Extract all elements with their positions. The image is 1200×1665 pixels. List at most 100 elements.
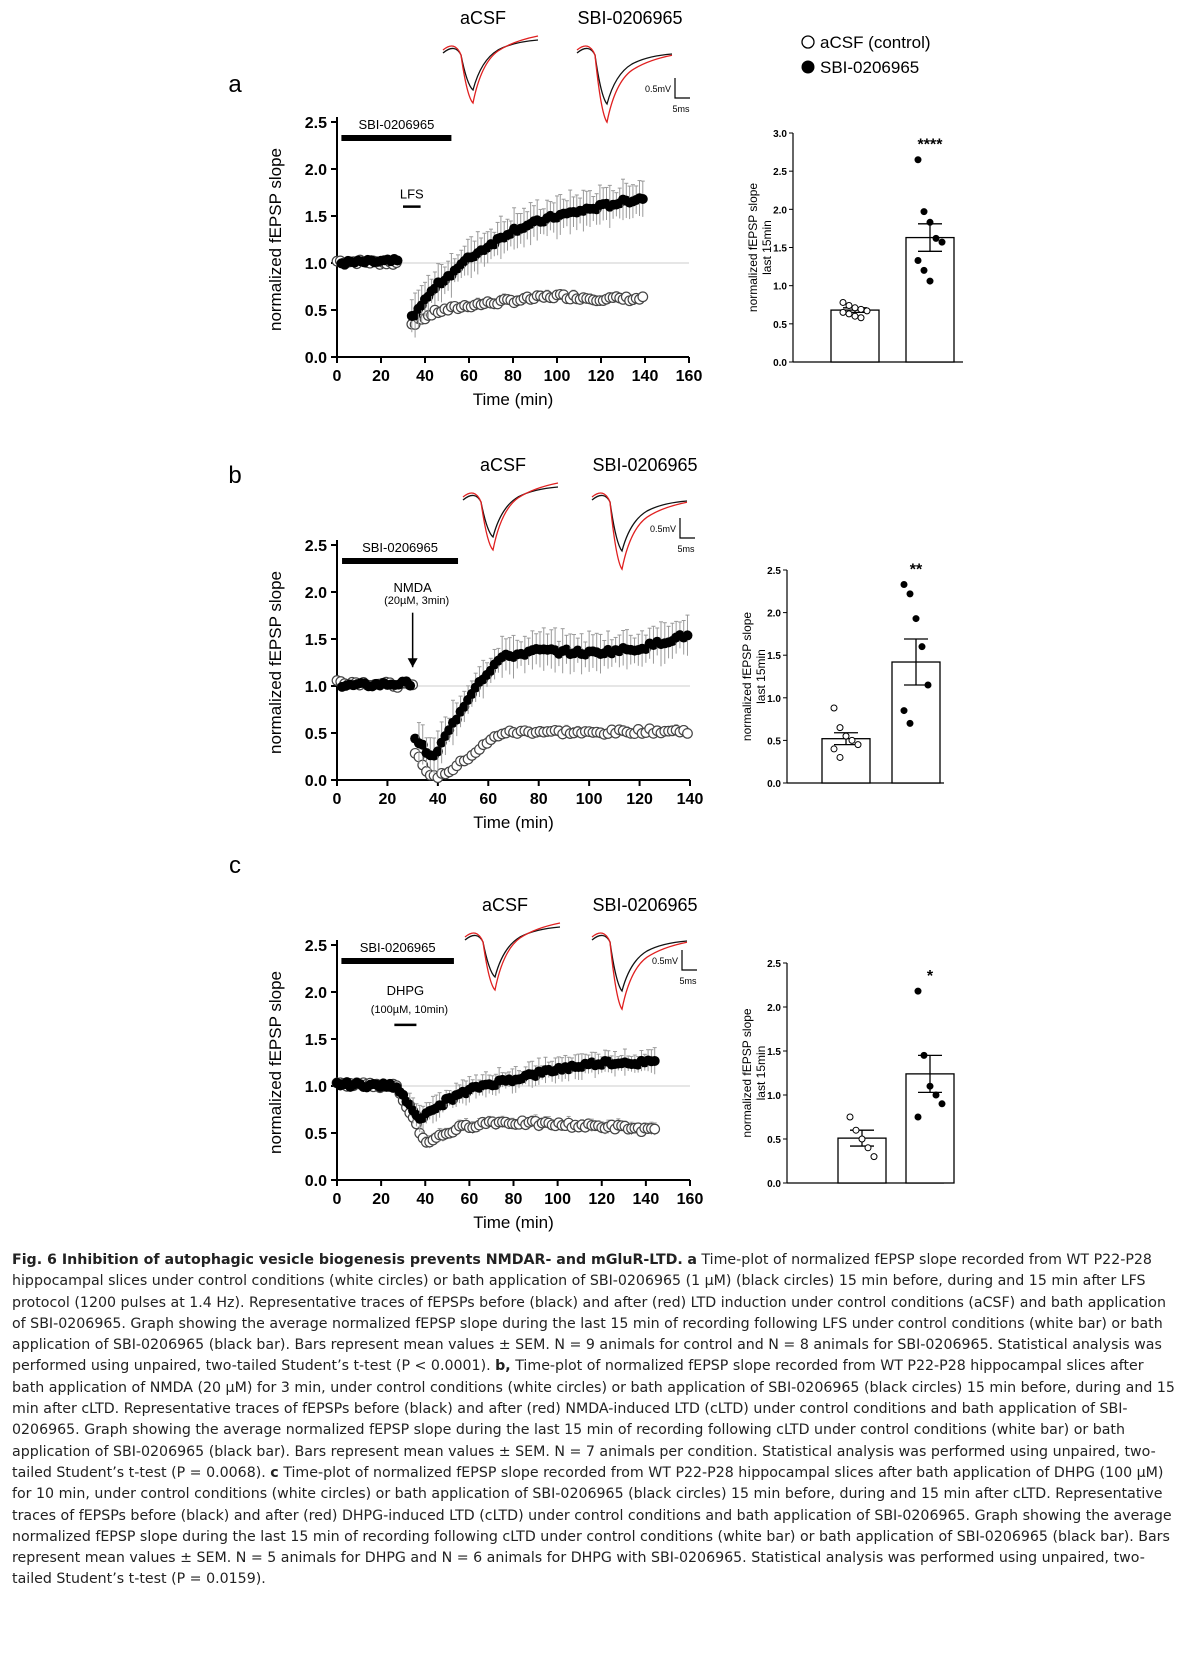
- bar-y-tick-label: 0.5: [767, 736, 781, 747]
- bar-point-drug: [915, 988, 921, 994]
- significance-stars: **: [910, 561, 923, 578]
- bar-point-control: [858, 306, 864, 312]
- x-tick-label: 40: [416, 368, 434, 385]
- bar-y-tick-label: 1.5: [767, 651, 781, 662]
- bar-point-drug: [907, 591, 913, 597]
- data-point-drug: [393, 256, 403, 266]
- bar-point-control: [871, 1154, 877, 1160]
- bar-point-drug: [915, 1114, 921, 1120]
- bar-point-control: [846, 303, 852, 309]
- figure: aCSF (control) SBI-0206965 a 0.0 0.5 1.0 1.5 2.…: [0, 0, 1200, 1245]
- bar-y-tick-label: 2.0: [767, 609, 781, 620]
- x-tick-label: 80: [505, 1191, 523, 1208]
- bar-point-control: [843, 733, 849, 739]
- bar-control: [822, 739, 870, 783]
- x-tick-label: 40: [429, 791, 447, 808]
- bar-point-control: [840, 309, 846, 315]
- y-tick-label: 0.0: [305, 350, 327, 367]
- x-tick-label: 120: [626, 791, 653, 808]
- bar-point-drug: [921, 1052, 927, 1058]
- caption-a-label: a: [687, 1252, 697, 1268]
- bar-point-drug: [915, 157, 921, 163]
- bar-y-tick-label: 1.5: [773, 244, 787, 255]
- x-tick-label: 140: [632, 368, 659, 385]
- y-tick-label: 0.0: [305, 1173, 327, 1190]
- bar-y-label-line2: last 15min: [754, 1046, 768, 1101]
- drug-application-bar: [341, 135, 451, 141]
- y-tick-label: 2.0: [305, 585, 327, 602]
- drug-application-bar: [341, 958, 454, 964]
- bar-y-tick-label: 0.5: [767, 1135, 781, 1146]
- bar-point-control: [840, 299, 846, 305]
- y-tick-label: 0.5: [305, 1126, 327, 1143]
- scale-bar: [675, 78, 690, 98]
- data-point-control: [650, 1124, 660, 1134]
- bar-y-tick-label: 0.0: [767, 1179, 781, 1190]
- bar-y-tick-label: 2.0: [773, 205, 787, 216]
- scale-bar-voltage: 0.5mV: [645, 84, 671, 94]
- data-point-control: [638, 292, 648, 302]
- bar-y-label-line1: normalized fEPSP slope: [740, 612, 754, 742]
- drug-bar-label: SBI-0206965: [362, 540, 438, 555]
- bar-point-drug: [927, 219, 933, 225]
- x-tick-label: 20: [372, 1191, 390, 1208]
- y-axis-label: normalized fEPSP slope: [266, 148, 285, 331]
- bar-point-control: [852, 313, 858, 319]
- x-tick-label: 120: [588, 368, 615, 385]
- y-tick-label: 0.0: [305, 773, 327, 790]
- data-point-drug: [682, 630, 692, 640]
- induction-label: NMDA: [394, 580, 433, 595]
- trace-before: [463, 487, 558, 537]
- bar-point-drug: [927, 1083, 933, 1089]
- x-tick-label: 140: [677, 791, 704, 808]
- bar-y-tick-label: 3.0: [773, 129, 787, 140]
- trace-label: SBI-0206965: [577, 8, 682, 28]
- bar-point-control: [865, 1145, 871, 1151]
- bar-point-control: [858, 315, 864, 321]
- y-tick-label: 1.5: [305, 632, 327, 649]
- trace-label: aCSF: [460, 8, 506, 28]
- bar-y-label-line2: last 15min: [760, 220, 774, 275]
- bar-y-tick-label: 1.0: [773, 282, 787, 293]
- bar-point-control: [853, 1127, 859, 1133]
- y-tick-label: 2.0: [305, 162, 327, 179]
- x-tick-label: 100: [544, 368, 571, 385]
- caption-c-label: c: [270, 1465, 278, 1481]
- caption-title: Fig. 6 Inhibition of autophagic vesicle …: [12, 1252, 683, 1268]
- bar-drug: [906, 238, 954, 362]
- bar-point-drug: [925, 682, 931, 688]
- x-tick-label: 0: [333, 368, 342, 385]
- bar-y-label-line2: last 15min: [754, 649, 768, 704]
- legend-label-control: aCSF (control): [820, 33, 931, 52]
- data-point-drug: [650, 1056, 660, 1066]
- y-tick-label: 1.0: [305, 1079, 327, 1096]
- induction-label: LFS: [400, 187, 424, 202]
- bar-point-drug: [921, 209, 927, 215]
- bar-y-tick-label: 2.5: [767, 959, 781, 970]
- scale-bar: [680, 518, 695, 538]
- trace-after: [443, 36, 538, 103]
- bar-point-drug: [913, 616, 919, 622]
- scale-bar-voltage: 0.5mV: [652, 956, 678, 966]
- legend-marker-control: [802, 36, 814, 48]
- bar-point-drug: [927, 278, 933, 284]
- bar-point-drug: [921, 267, 927, 273]
- bar-point-control: [849, 737, 855, 743]
- significance-stars: ****: [918, 137, 944, 154]
- scale-bar-time: 5ms: [672, 104, 690, 114]
- bar-y-tick-label: 0.0: [773, 358, 787, 369]
- bar-y-tick-label: 2.5: [767, 566, 781, 577]
- bar-point-drug: [901, 708, 907, 714]
- arrow-head: [408, 658, 418, 667]
- trace-label: aCSF: [480, 455, 526, 475]
- bar-y-tick-label: 1.0: [767, 694, 781, 705]
- x-tick-label: 0: [333, 1191, 342, 1208]
- x-axis-label: Time (min): [473, 1213, 554, 1232]
- x-tick-label: 100: [576, 791, 603, 808]
- drug-bar-label: SBI-0206965: [358, 117, 434, 132]
- y-axis-label: normalized fEPSP slope: [266, 971, 285, 1154]
- x-tick-label: 0: [333, 791, 342, 808]
- induction-sublabel: (100µM, 10min): [371, 1004, 448, 1016]
- caption-b-label: b,: [495, 1358, 511, 1374]
- figure-caption: Fig. 6 Inhibition of autophagic vesicle …: [12, 1250, 1180, 1591]
